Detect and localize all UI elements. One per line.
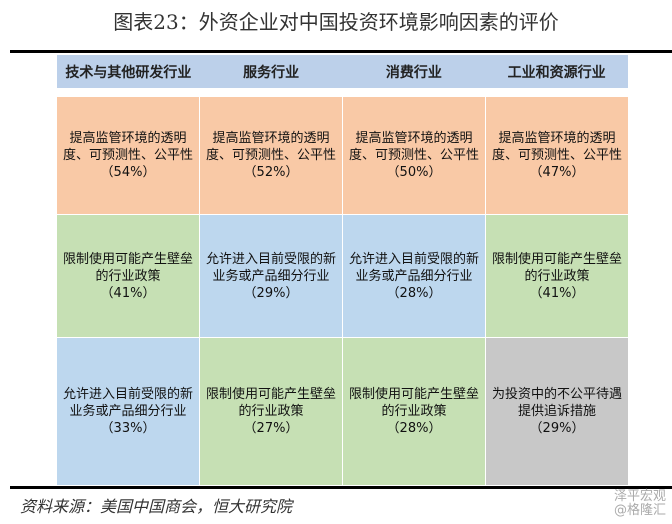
cell-percent: （41%） <box>100 285 156 301</box>
source-note: 资料来源：美国中国商会，恒大研究院 <box>20 497 293 516</box>
cell-text: 提高监管环境的透明度、可预测性、公平性 <box>348 131 479 163</box>
cell-percent: （28%） <box>386 421 442 436</box>
cell-percent: （29%） <box>529 421 585 436</box>
header-cell: 工业和资源行业 <box>507 64 606 81</box>
cell-text: 提高监管环境的透明度、可预测性、公平性 <box>205 131 336 163</box>
table-cell: 允许进入目前受限的新业务或产品细分行业 （33%） <box>57 338 199 485</box>
cell-text: 提高监管环境的透明度、可预测性、公平性 <box>62 131 193 163</box>
cell-percent: （27%） <box>243 421 299 436</box>
header-cell: 消费行业 <box>385 64 442 81</box>
header-cell: 服务行业 <box>243 64 300 81</box>
cell-text: 允许进入目前受限的新业务或产品细分行业 <box>62 387 193 419</box>
cell-percent: （52%） <box>243 165 299 180</box>
cell-percent: （29%） <box>243 285 299 301</box>
table-cell: 提高监管环境的透明度、可预测性、公平性 （50%） <box>343 97 485 214</box>
table-cell: 限制使用可能产生壁垒的行业政策 （28%） <box>343 338 485 485</box>
table-body: 提高监管环境的透明度、可预测性、公平性 （54%） 提高监管环境的透明度、可预测性、… <box>57 97 628 485</box>
bottom-rule <box>10 486 672 489</box>
table-cell: 提高监管环境的透明度、可预测性、公平性 （54%） <box>57 97 199 214</box>
watermark-line: 泽平宏观 <box>613 489 666 504</box>
cell-text: 提高监管环境的透明度、可预测性、公平性 <box>491 131 622 163</box>
cell-text: 限制使用可能产生壁垒的行业政策 <box>491 251 622 284</box>
cell-text: 允许进入目前受限的新业务或产品细分行业 <box>348 251 479 284</box>
cell-percent: （47%） <box>529 165 585 180</box>
watermark: 泽平宏观 @格隆汇 <box>614 490 666 518</box>
cell-text: 限制使用可能产生壁垒的行业政策 <box>62 251 193 284</box>
table-cell: 限制使用可能产生壁垒的行业政策 （41%） <box>57 215 199 337</box>
table-cell: 提高监管环境的透明度、可预测性、公平性 （47%） <box>486 97 628 214</box>
table-cell: 限制使用可能产生壁垒的行业政策 （41%） <box>486 215 628 337</box>
cell-text: 限制使用可能产生壁垒的行业政策 <box>348 387 479 419</box>
table-cell: 允许进入目前受限的新业务或产品细分行业 （28%） <box>343 215 485 337</box>
cell-percent: （50%） <box>386 165 442 180</box>
cell-text: 限制使用可能产生壁垒的行业政策 <box>205 387 336 419</box>
table-cell: 提高监管环境的透明度、可预测性、公平性 （52%） <box>200 97 342 214</box>
cell-percent: （54%） <box>100 165 156 180</box>
top-rule <box>10 50 672 53</box>
cell-percent: （41%） <box>529 285 585 301</box>
table-cell: 为投资中的不公平待遇提供追诉措施 （29%） <box>486 338 628 485</box>
header-cell: 技术与其他研发行业 <box>65 64 192 81</box>
cell-percent: （28%） <box>386 285 442 301</box>
table-cell: 允许进入目前受限的新业务或产品细分行业 （29%） <box>200 215 342 337</box>
cell-percent: （33%） <box>100 421 156 436</box>
cell-text: 允许进入目前受限的新业务或产品细分行业 <box>205 251 336 284</box>
table-header: 技术与其他研发行业 服务行业 消费行业 工业和资源行业 <box>57 55 628 88</box>
cell-text: 为投资中的不公平待遇提供追诉措施 <box>491 387 622 419</box>
table-cell: 限制使用可能产生壁垒的行业政策 （27%） <box>200 338 342 485</box>
watermark-line: @格隆汇 <box>613 503 666 518</box>
chart-title: 图表23：外资企业对中国投资环境影响因素的评价 <box>113 10 559 34</box>
